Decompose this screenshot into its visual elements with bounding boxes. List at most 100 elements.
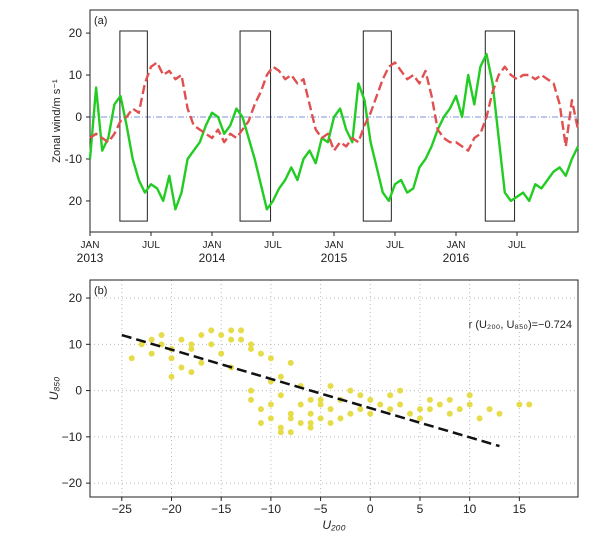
scatter-point bbox=[158, 332, 165, 339]
y-axis-label: U₈₅₀ bbox=[47, 377, 61, 401]
scatter-point bbox=[257, 406, 264, 413]
x-tick-label: 0 bbox=[367, 502, 374, 516]
scatter-point bbox=[287, 415, 294, 422]
x-tick-year: 2014 bbox=[199, 251, 226, 265]
scatter-point bbox=[267, 355, 274, 362]
scatter-point bbox=[446, 396, 453, 403]
x-tick-label: JUL bbox=[142, 240, 160, 251]
x-tick-label: 5 bbox=[417, 502, 424, 516]
scatter-point bbox=[218, 350, 225, 357]
panel-label: (b) bbox=[94, 285, 107, 297]
scatter-point bbox=[307, 424, 314, 431]
scatter-point bbox=[436, 401, 443, 408]
scatter-point bbox=[307, 419, 314, 426]
x-tick-label: JAN bbox=[447, 240, 466, 251]
period-box bbox=[484, 30, 516, 222]
scatter-point bbox=[317, 396, 324, 403]
x-tick-label: JAN bbox=[325, 240, 344, 251]
y-tick-label: 20 bbox=[69, 291, 83, 305]
scatter-point bbox=[208, 341, 215, 348]
annotation: r (U₂₀₀, U₈₅₀)=−0.724 bbox=[469, 319, 572, 331]
scatter-point bbox=[238, 336, 245, 343]
scatter-point bbox=[357, 392, 364, 399]
scatter-point bbox=[307, 410, 314, 417]
scatter-point bbox=[257, 419, 264, 426]
scatter-point bbox=[446, 410, 453, 417]
scatter-point bbox=[188, 341, 195, 348]
scatter-point bbox=[377, 401, 384, 408]
y-tick-label: -10 bbox=[65, 152, 83, 166]
scatter-point bbox=[277, 424, 284, 431]
fit-line bbox=[121, 333, 500, 448]
scatter-point bbox=[526, 401, 533, 408]
scatter-point bbox=[267, 415, 274, 422]
scatter-point bbox=[367, 410, 374, 417]
scatter-point bbox=[327, 382, 334, 389]
x-tick-label: JUL bbox=[264, 240, 282, 251]
y-axis-label: Zonal wind/m s⁻¹ bbox=[51, 79, 63, 163]
x-tick-year: 2016 bbox=[443, 251, 470, 265]
scatter-point bbox=[248, 345, 255, 352]
scatter-point bbox=[407, 410, 414, 417]
period-box bbox=[119, 30, 148, 222]
scatter-point bbox=[466, 401, 473, 408]
y-tick-label: 0 bbox=[75, 110, 82, 124]
scatter-point bbox=[138, 341, 145, 348]
scatter-point bbox=[287, 429, 294, 436]
scatter-point bbox=[178, 364, 185, 371]
scatter-point bbox=[337, 415, 344, 422]
scatter-point bbox=[327, 419, 334, 426]
scatter-point bbox=[178, 336, 185, 343]
series-line bbox=[88, 52, 580, 211]
scatter-point bbox=[397, 387, 404, 394]
x-tick-label: −25 bbox=[112, 502, 133, 516]
panel-label: (a) bbox=[94, 15, 107, 27]
scatter-point bbox=[228, 336, 235, 343]
scatter-point bbox=[238, 327, 245, 334]
plot-frame bbox=[89, 279, 579, 498]
scatter-point bbox=[466, 392, 473, 399]
scatter-point bbox=[248, 396, 255, 403]
scatter-point bbox=[317, 401, 324, 408]
scatter-point bbox=[148, 350, 155, 357]
scatter-point bbox=[188, 369, 195, 376]
scatter-point bbox=[297, 401, 304, 408]
scatter-point bbox=[248, 341, 255, 348]
x-axis-label: U₂₀₀ bbox=[322, 518, 345, 532]
period-box bbox=[239, 30, 272, 222]
scatter-point bbox=[277, 392, 284, 399]
scatter-point bbox=[387, 406, 394, 413]
x-tick-year: 2015 bbox=[321, 251, 348, 265]
scatter-point bbox=[357, 406, 364, 413]
scatter-point bbox=[277, 429, 284, 436]
scatter-point bbox=[456, 406, 463, 413]
scatter-point bbox=[347, 387, 354, 394]
scatter-point bbox=[248, 387, 255, 394]
x-tick-label: −10 bbox=[261, 502, 282, 516]
y-tick-label: −10 bbox=[62, 430, 83, 444]
x-tick-label: JAN bbox=[203, 240, 222, 251]
series-line bbox=[89, 61, 580, 152]
y-tick-label: −20 bbox=[62, 476, 83, 490]
scatter-point bbox=[297, 419, 304, 426]
scatter-point bbox=[228, 327, 235, 334]
scatter-point bbox=[486, 406, 493, 413]
scatter-point bbox=[148, 336, 155, 343]
scatter-point bbox=[426, 406, 433, 413]
scatter-point bbox=[257, 350, 264, 357]
scatter-point bbox=[198, 359, 205, 366]
scatter-point bbox=[426, 396, 433, 403]
scatter-point bbox=[317, 415, 324, 422]
scatter-point bbox=[496, 410, 503, 417]
scatter-point bbox=[128, 355, 135, 362]
scatter-point bbox=[287, 359, 294, 366]
scatter-point bbox=[397, 401, 404, 408]
x-tick-label: −15 bbox=[211, 502, 232, 516]
x-tick-label: 10 bbox=[463, 502, 477, 516]
scatter-point bbox=[416, 406, 423, 413]
x-tick-label: JUL bbox=[508, 240, 526, 251]
scatter-point bbox=[367, 396, 374, 403]
x-tick-year: 2013 bbox=[77, 251, 104, 265]
scatter-point bbox=[198, 332, 205, 339]
scatter-point bbox=[476, 415, 483, 422]
